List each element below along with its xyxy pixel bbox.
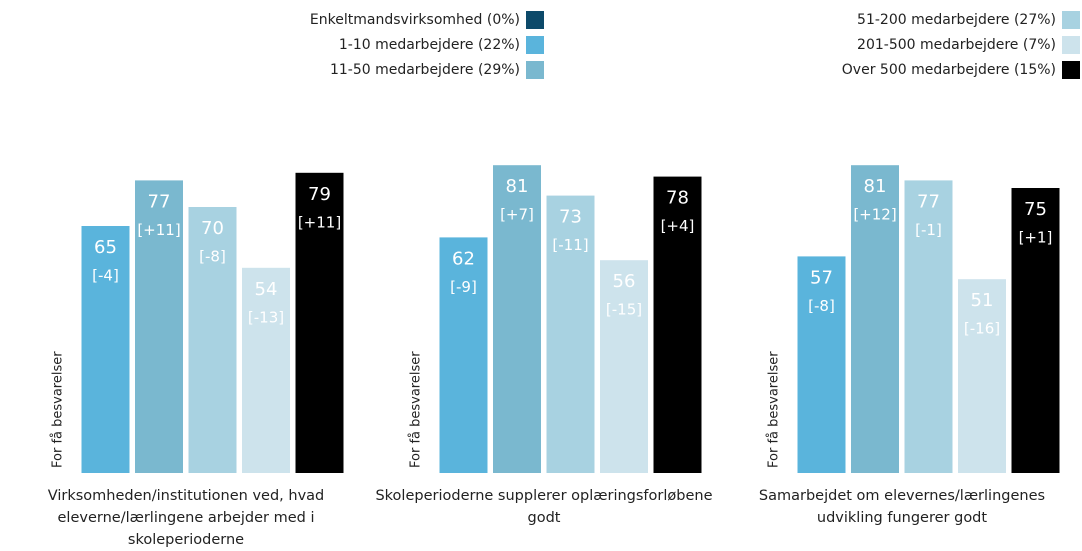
legend-swatch [526,11,544,29]
value-label: 81 [506,176,529,197]
legend-label: 201-500 medarbejdere (7%) [857,37,1056,53]
bar [81,226,130,473]
category-label: Skoleperioderne supplerer oplæringsforlø… [375,488,713,526]
bar [904,180,953,473]
change-label: [-8] [199,248,226,266]
change-label: [-4] [92,267,119,285]
change-label: [-13] [248,308,284,326]
legend-label: 11-50 medarbejdere (29%) [330,62,520,78]
bar [295,172,344,474]
value-label: 56 [613,271,636,292]
change-label: [+12] [853,206,896,224]
value-label: 77 [917,191,940,212]
bar [653,176,702,473]
bar [797,256,846,473]
bar [439,237,488,473]
annotation: For få besvarelser [51,351,66,468]
value-label: 54 [255,279,278,300]
change-label: [-11] [552,236,588,254]
bar [188,207,237,473]
legend-label: 1-10 medarbejdere (22%) [339,37,520,53]
change-label: [-8] [808,297,835,315]
category-label: Virksomheden/institutionen ved, hvad ele… [47,488,325,548]
change-label: [+7] [500,206,534,224]
bar [958,279,1006,473]
bar [242,267,290,473]
legend-label: Over 500 medarbejdere (15%) [842,62,1056,78]
legend-swatch [526,61,544,79]
bar [600,260,648,473]
annotation: For få besvarelser [767,351,782,468]
value-label: 73 [559,207,582,228]
bar [851,165,899,473]
value-label: 78 [666,188,689,209]
legend-swatch [1062,11,1080,29]
change-label: [-15] [606,301,642,319]
change-label: [+1] [1019,229,1053,247]
legend-swatch [526,36,544,54]
bar [135,180,183,473]
legend-label: Enkeltmandsvirksomhed (0%) [310,12,520,28]
change-label: [-16] [964,320,1000,338]
value-label: 65 [94,237,117,258]
value-label: 70 [201,218,224,239]
category-label: Samarbejdet om elevernes/lærlingenes udv… [758,488,1046,526]
value-label: 62 [452,248,475,269]
change-label: [-9] [450,278,477,296]
legend-label: 51-200 medarbejdere (27%) [857,12,1056,28]
change-label: [+4] [661,217,695,235]
value-label: 75 [1024,199,1047,220]
value-label: 57 [810,267,833,288]
change-label: [+11] [298,213,341,231]
value-label: 79 [308,184,331,205]
value-label: 51 [971,290,994,311]
change-label: [+11] [137,221,180,239]
annotation: For få besvarelser [409,351,424,468]
bar [493,165,541,473]
value-label: 77 [148,191,171,212]
legend-swatch [1062,61,1080,79]
bar [546,195,595,473]
bar [1011,188,1060,473]
value-label: 81 [864,176,887,197]
change-label: [-1] [915,221,942,239]
legend-swatch [1062,36,1080,54]
